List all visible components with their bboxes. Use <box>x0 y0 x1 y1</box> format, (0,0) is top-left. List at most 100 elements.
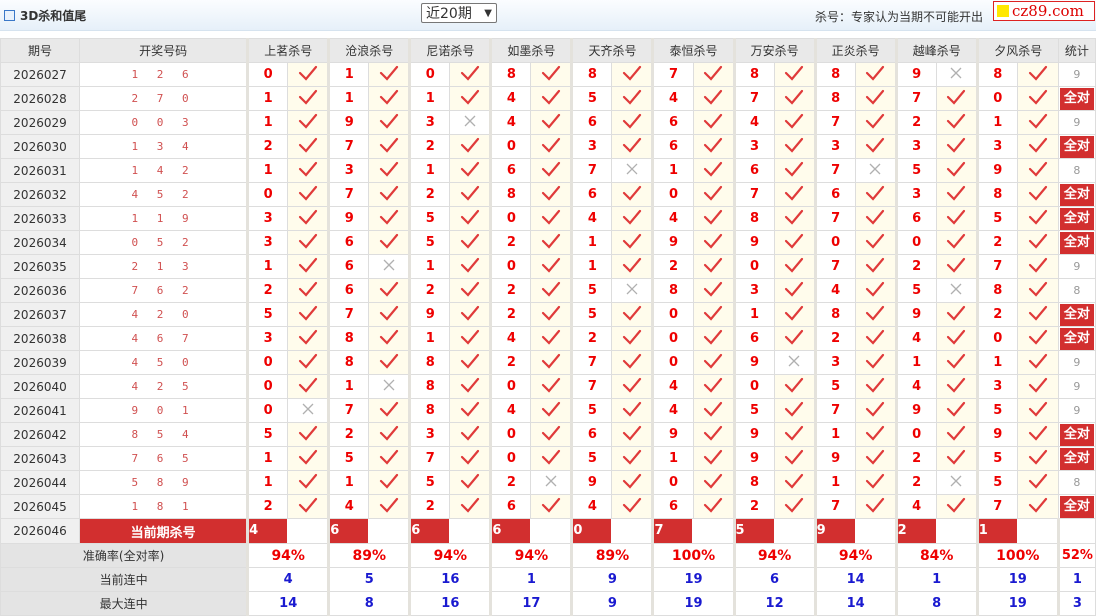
cross-icon <box>949 67 963 83</box>
result-cell <box>854 62 897 87</box>
kill-number-cell: 0 <box>489 446 532 471</box>
check-icon <box>946 449 966 468</box>
check-icon <box>298 377 318 396</box>
kill-number-cell: 5 <box>570 398 613 423</box>
check-icon <box>379 425 399 444</box>
kill-number-cell: 6 <box>327 254 370 279</box>
kill-number-cell: 7 <box>813 158 856 183</box>
check-icon <box>541 353 561 372</box>
check-icon <box>1028 209 1048 228</box>
stats-total: 52% <box>1056 543 1096 568</box>
header-expert: 尼诺杀号 <box>408 38 492 63</box>
check-icon <box>865 401 885 420</box>
kill-number-cell: 6 <box>570 422 613 447</box>
check-icon <box>541 425 561 444</box>
result-cell <box>773 350 816 375</box>
kill-number-cell: 0 <box>651 350 694 375</box>
check-icon <box>784 377 804 396</box>
kill-number-cell: 0 <box>489 374 532 399</box>
result-cell <box>692 302 735 327</box>
header-stat: 统计 <box>1057 38 1096 63</box>
stats-value: 94% <box>489 543 573 568</box>
result-cell <box>611 350 654 375</box>
result-cell <box>692 326 735 351</box>
current-kill-number: 6 <box>492 519 531 543</box>
site-logo[interactable]: cz89.com <box>993 1 1095 21</box>
kill-number-cell: 9 <box>975 422 1018 447</box>
kill-number-cell: 2 <box>408 182 451 207</box>
period-range-select[interactable]: 近20期 ▼ <box>421 3 497 23</box>
check-icon <box>1028 185 1048 204</box>
stats-value: 17 <box>489 591 573 616</box>
kill-number-cell: 9 <box>570 470 613 495</box>
check-icon <box>1028 401 1048 420</box>
result-cell <box>773 326 816 351</box>
result-cell <box>935 374 978 399</box>
result-cell <box>773 86 816 111</box>
kill-number-cell: 7 <box>651 62 694 87</box>
check-icon <box>379 65 399 84</box>
kill-number-cell: 8 <box>408 374 451 399</box>
kill-number-cell: 5 <box>408 470 451 495</box>
kill-number-cell: 3 <box>732 134 775 159</box>
kill-number-cell: 7 <box>570 374 613 399</box>
kill-number-cell: 6 <box>813 182 856 207</box>
stats-value: 4 <box>246 567 330 592</box>
kill-number-cell: 7 <box>975 494 1018 519</box>
kill-number-cell: 1 <box>651 158 694 183</box>
kill-number-cell: 0 <box>246 182 289 207</box>
check-icon <box>946 401 966 420</box>
kill-number-cell: 2 <box>894 254 937 279</box>
stats-value: 94% <box>246 543 330 568</box>
table-row: 2026037 4 2 0 5 7 9 2 5 0 1 8 9 2 全对 <box>0 302 1096 327</box>
kill-number-cell: 2 <box>732 494 775 519</box>
check-icon <box>1028 497 1048 516</box>
result-cell <box>530 398 573 423</box>
kill-number-cell: 1 <box>246 158 289 183</box>
stats-value: 8 <box>894 591 978 616</box>
period-cell: 2026044 <box>0 470 81 495</box>
result-cell <box>1016 230 1059 255</box>
kill-number-cell: 7 <box>327 302 370 327</box>
result-cell <box>773 422 816 447</box>
kill-number-cell: 3 <box>894 134 937 159</box>
kill-number-cell: 0 <box>246 350 289 375</box>
all-correct-badge: 全对 <box>1059 447 1094 470</box>
draw-number-cell: 1 3 4 <box>79 134 249 159</box>
result-cell <box>287 206 330 231</box>
table-row: 2026028 2 7 0 1 1 1 4 5 4 7 8 7 0 全对 <box>0 86 1096 111</box>
stats-total: 1 <box>1056 567 1096 592</box>
result-cell <box>1016 374 1059 399</box>
check-icon <box>784 89 804 108</box>
result-cell <box>368 134 411 159</box>
check-icon <box>703 209 723 228</box>
all-correct-badge: 全对 <box>1059 303 1094 326</box>
check-icon <box>379 401 399 420</box>
result-cell <box>854 470 897 495</box>
kill-number-cell: 5 <box>975 470 1018 495</box>
result-cell <box>287 62 330 87</box>
all-correct-badge: 全对 <box>1059 327 1094 350</box>
check-icon <box>1028 473 1048 492</box>
period-cell: 2026042 <box>0 422 81 447</box>
period-range-value: 近20期 <box>426 6 472 22</box>
kill-number-cell: 2 <box>246 134 289 159</box>
check-icon <box>460 185 480 204</box>
kill-number-cell: 4 <box>651 374 694 399</box>
result-cell <box>854 254 897 279</box>
check-icon <box>865 377 885 396</box>
check-icon <box>946 137 966 156</box>
result-cell <box>854 350 897 375</box>
kill-number-cell: 3 <box>408 110 451 135</box>
check-icon <box>460 65 480 84</box>
kill-number-cell: 2 <box>570 326 613 351</box>
result-cell <box>935 302 978 327</box>
table-row: 2026033 1 1 9 3 9 5 0 4 4 8 7 6 5 全对 <box>0 206 1096 231</box>
period-cell: 2026041 <box>0 398 81 423</box>
result-cell <box>530 494 573 519</box>
kill-number-cell: 6 <box>651 494 694 519</box>
kill-number-cell: 4 <box>894 374 937 399</box>
kill-number-cell: 8 <box>732 470 775 495</box>
check-icon <box>703 113 723 132</box>
